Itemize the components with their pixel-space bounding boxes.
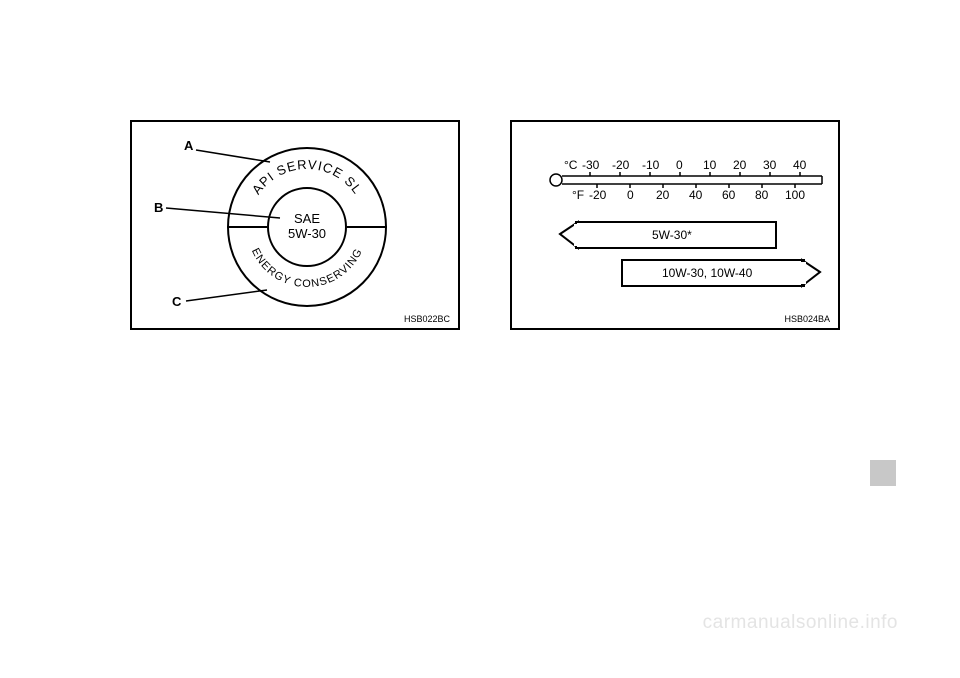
- page-marker-square: [870, 460, 896, 486]
- pointer-lines: [132, 122, 462, 332]
- watermark-text: carmanualsonline.info: [703, 612, 898, 634]
- oil-donut-diagram: SAE 5W-30 API SERVICE SL ENERGY CONSERVI…: [130, 120, 460, 330]
- viscosity-temp-diagram: °C °F -30 -20 -10 0 10 20 30 40 -20 0 20…: [510, 120, 840, 330]
- diagram-code-right: HSB024BA: [784, 314, 830, 324]
- range-label-0: 5W-30*: [652, 228, 692, 242]
- pointer-label-b: B: [154, 200, 163, 215]
- range-label-1: 10W-30, 10W-40: [662, 266, 752, 280]
- range-arrows: [512, 122, 842, 332]
- diagram-code-left: HSB022BC: [404, 314, 450, 324]
- pointer-label-c: C: [172, 294, 181, 309]
- pointer-label-a: A: [184, 138, 193, 153]
